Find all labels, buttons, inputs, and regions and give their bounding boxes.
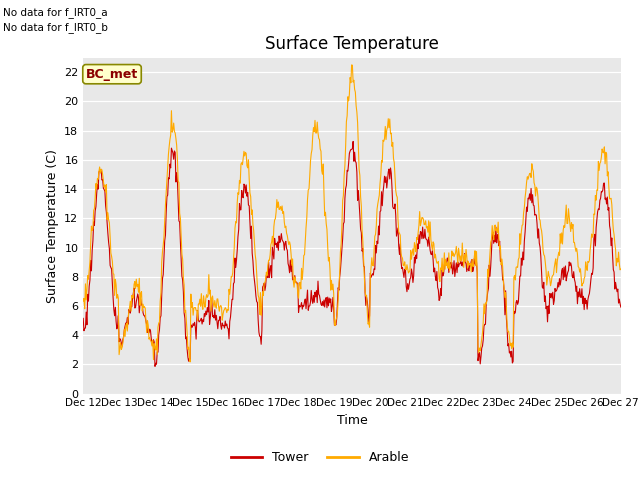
Text: No data for f_IRT0_b: No data for f_IRT0_b	[3, 22, 108, 33]
Tower	[151, 363, 159, 369]
Title: Surface Temperature: Surface Temperature	[265, 35, 439, 53]
Tower	[79, 315, 87, 321]
Tower	[617, 304, 625, 310]
X-axis label: Time: Time	[337, 414, 367, 427]
Tower	[228, 297, 236, 302]
Arable	[89, 226, 97, 231]
Arable	[228, 274, 236, 279]
Tower	[145, 326, 152, 332]
Arable	[617, 266, 625, 272]
Arable	[348, 62, 355, 68]
Arable	[145, 323, 152, 328]
Legend: Tower, Arable: Tower, Arable	[226, 446, 414, 469]
Line: Arable: Arable	[83, 65, 621, 362]
Arable	[186, 359, 194, 365]
Arable	[435, 259, 442, 264]
Y-axis label: Surface Temperature (C): Surface Temperature (C)	[45, 149, 58, 302]
Arable	[200, 293, 207, 299]
Line: Tower: Tower	[83, 142, 621, 366]
Arable	[79, 298, 87, 304]
Tower	[435, 287, 442, 293]
Tower	[89, 238, 97, 243]
Tower	[419, 224, 426, 230]
Tower	[200, 319, 207, 324]
Text: BC_met: BC_met	[86, 68, 138, 81]
Tower	[349, 139, 357, 144]
Arable	[419, 215, 426, 221]
Text: No data for f_IRT0_a: No data for f_IRT0_a	[3, 7, 108, 18]
